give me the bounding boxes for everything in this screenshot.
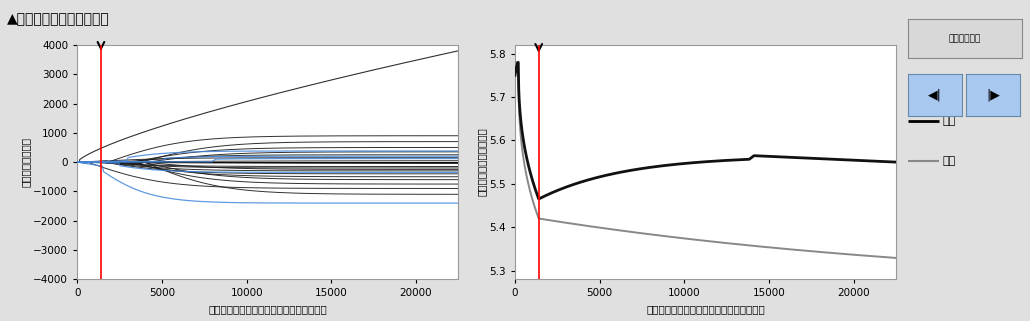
X-axis label: 尺度化したパラメータ推定値の絶対値の和: 尺度化したパラメータ推定値の絶対値の和: [646, 304, 765, 314]
Text: 学習: 学習: [942, 156, 956, 166]
X-axis label: 尺度化したパラメータ推定値の絶対値の和: 尺度化したパラメータ推定値の絶対値の和: [208, 304, 328, 314]
Y-axis label: 尺度化した負の対数層度: 尺度化した負の対数層度: [477, 128, 486, 196]
Y-axis label: パラメータ推定値: パラメータ推定値: [21, 137, 31, 187]
Text: ▲パラメータ推定値の経路: ▲パラメータ推定値の経路: [7, 12, 110, 26]
Text: 凡例: 凡例: [908, 80, 922, 90]
Text: ◀|: ◀|: [928, 88, 942, 101]
Text: 検証: 検証: [942, 116, 956, 126]
Text: 解を元に戻す: 解を元に戻す: [949, 34, 982, 43]
Text: |▶: |▶: [986, 88, 1000, 101]
